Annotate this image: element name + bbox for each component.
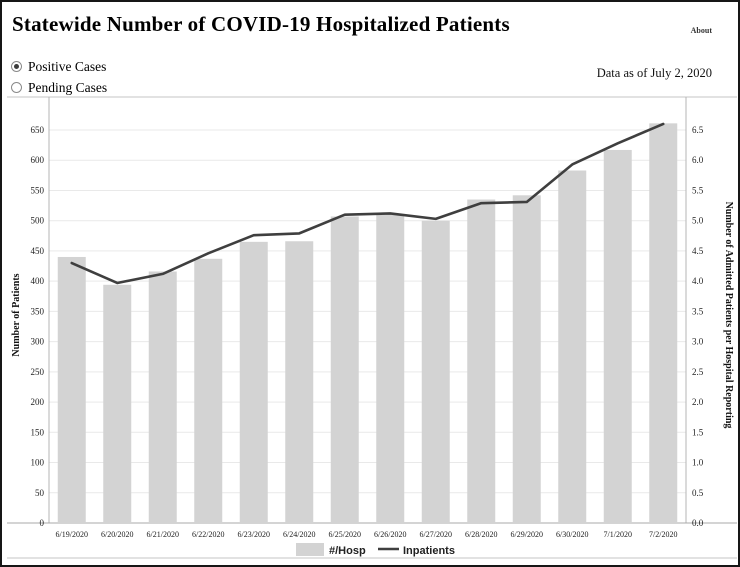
right-axis-tick-label: 6.5 — [692, 125, 704, 135]
right-axis-tick-label: 0.5 — [692, 488, 704, 498]
left-axis-tick-label: 600 — [31, 155, 45, 165]
x-axis-tick-label: 7/1/2020 — [604, 530, 632, 539]
x-axis-tick-label: 6/29/2020 — [511, 530, 543, 539]
radio-pending-cases[interactable]: Pending Cases — [11, 77, 107, 98]
left-axis-tick-label: 450 — [31, 246, 45, 256]
right-axis-tick-label: 1.0 — [692, 458, 704, 468]
left-axis-tick-label: 350 — [31, 306, 45, 316]
right-axis-tick-label: 2.0 — [692, 397, 704, 407]
bar-7/1/2020[interactable] — [603, 149, 632, 523]
about-link[interactable]: About — [690, 26, 712, 35]
x-axis-tick-label: 6/24/2020 — [283, 530, 315, 539]
left-axis-tick-label: 500 — [31, 216, 45, 226]
x-axis-tick-label: 6/26/2020 — [374, 530, 406, 539]
radio-pending-cases-label: Pending Cases — [28, 79, 108, 95]
right-axis-title: Number of Admitted Patients per Hospital… — [723, 202, 734, 429]
radio-positive-cases-label: Positive Cases — [28, 58, 107, 74]
left-axis-tick-label: 550 — [31, 185, 45, 195]
data-as-of-label: Data as of July 2, 2020 — [596, 66, 712, 80]
bar-6/23/2020[interactable] — [239, 241, 268, 523]
x-axis-tick-label: 6/27/2020 — [420, 530, 452, 539]
left-axis-title: Number of Patients — [11, 273, 22, 356]
page-title: Statewide Number of COVID-19 Hospitalize… — [12, 12, 510, 36]
left-axis-tick-label: 50 — [35, 488, 45, 498]
right-axis-tick-label: 3.0 — [692, 337, 704, 347]
left-axis-tick-label: 650 — [31, 125, 45, 135]
right-axis-tick-label: 1.5 — [692, 427, 704, 437]
left-axis-tick-label: 250 — [31, 367, 45, 377]
left-axis-tick-label: 150 — [31, 427, 45, 437]
bar-6/29/2020[interactable] — [512, 195, 541, 523]
bar-6/20/2020[interactable] — [103, 284, 132, 523]
left-axis-tick-label: 300 — [31, 337, 45, 347]
radio-positive-cases[interactable]: Positive Cases — [11, 56, 107, 77]
right-axis-tick-label: 6.0 — [692, 155, 704, 165]
x-axis-tick-label: 6/28/2020 — [465, 530, 497, 539]
radio-button-icon[interactable] — [11, 61, 22, 72]
right-axis-tick-label: 4.0 — [692, 276, 704, 286]
bar-6/30/2020[interactable] — [558, 170, 587, 524]
x-axis-tick-label: 6/25/2020 — [329, 530, 361, 539]
x-axis-tick-label: 6/21/2020 — [147, 530, 179, 539]
bar-6/19/2020[interactable] — [57, 256, 86, 523]
bar-6/28/2020[interactable] — [467, 199, 496, 523]
right-axis-tick-label: 5.0 — [692, 216, 704, 226]
legend-bar-label: #/Hosp — [329, 545, 366, 557]
right-axis-tick-label: 3.5 — [692, 306, 704, 316]
x-axis-tick-label: 6/23/2020 — [238, 530, 270, 539]
right-axis-tick-label: 0.0 — [692, 518, 704, 528]
x-axis-tick-label: 6/20/2020 — [101, 530, 133, 539]
right-axis-tick-label: 4.5 — [692, 246, 704, 256]
bar-6/26/2020[interactable] — [376, 214, 405, 523]
bar-6/25/2020[interactable] — [330, 216, 359, 523]
left-axis-tick-label: 0 — [40, 518, 45, 528]
legend-bar-swatch — [296, 543, 324, 556]
left-axis-tick-label: 200 — [31, 397, 45, 407]
bar-6/22/2020[interactable] — [194, 258, 223, 523]
bar-6/21/2020[interactable] — [148, 271, 177, 523]
x-axis-tick-label: 6/30/2020 — [556, 530, 588, 539]
radio-button-icon[interactable] — [11, 82, 22, 93]
x-axis-tick-label: 6/19/2020 — [56, 530, 88, 539]
x-axis-tick-label: 6/22/2020 — [192, 530, 224, 539]
inpatients-line — [70, 122, 665, 285]
legend-line-label: Inpatients — [403, 545, 455, 557]
right-axis-tick-label: 2.5 — [692, 367, 704, 377]
left-axis-tick-label: 100 — [31, 458, 45, 468]
right-axis-tick-label: 5.5 — [692, 185, 704, 195]
bar-6/27/2020[interactable] — [421, 220, 450, 523]
x-axis-tick-label: 7/2/2020 — [649, 530, 677, 539]
bar-6/24/2020[interactable] — [285, 241, 314, 523]
bar-7/2/2020[interactable] — [649, 123, 678, 523]
left-axis-tick-label: 400 — [31, 276, 45, 286]
case-type-radio-group: Positive Cases Pending Cases — [11, 56, 107, 98]
